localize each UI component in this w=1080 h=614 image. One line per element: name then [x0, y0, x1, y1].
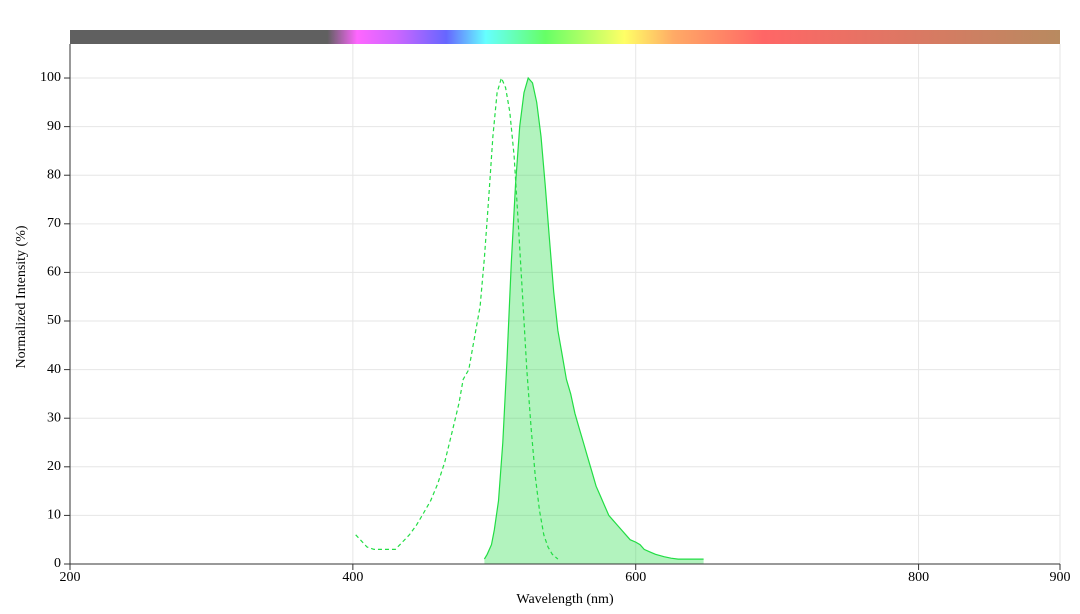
y-tick-label: 40 [47, 362, 61, 377]
y-tick-label: 80 [47, 167, 61, 182]
y-tick-label: 10 [47, 508, 61, 523]
x-tick-label: 800 [908, 570, 929, 585]
y-tick-label: 50 [47, 313, 61, 328]
y-axis-label: Normalized Intensity (%) [14, 225, 29, 368]
y-tick-label: 0 [54, 556, 61, 571]
spectrum-bar [70, 30, 1060, 44]
y-tick-label: 100 [40, 70, 61, 85]
emission-area [484, 78, 704, 564]
y-tick-label: 30 [47, 410, 61, 425]
y-tick-label: 20 [47, 459, 61, 474]
y-tick-label: 90 [47, 119, 61, 134]
plot [355, 76, 704, 564]
y-tick-label: 60 [47, 265, 61, 280]
y-tick-label: 70 [47, 216, 61, 231]
emission-line [483, 76, 704, 560]
x-tick-label: 600 [625, 570, 646, 585]
x-tick-label: 400 [342, 570, 363, 585]
x-axis-label: Wavelength (nm) [516, 592, 614, 607]
x-tick-label: 900 [1050, 570, 1071, 585]
x-tick-label: 200 [60, 570, 81, 585]
